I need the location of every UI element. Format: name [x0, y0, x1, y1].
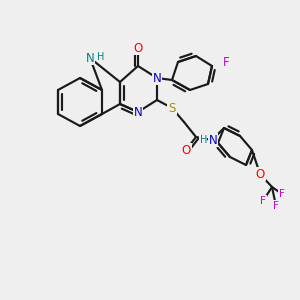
Text: F: F [279, 189, 285, 199]
Text: O: O [134, 41, 142, 55]
Text: H: H [200, 135, 207, 145]
Text: N: N [85, 52, 94, 64]
Text: O: O [255, 167, 265, 181]
Text: F: F [273, 201, 279, 211]
Text: N: N [134, 106, 142, 118]
Text: N: N [208, 134, 217, 146]
Text: F: F [223, 56, 229, 68]
Text: S: S [168, 101, 176, 115]
Text: N: N [153, 71, 161, 85]
Text: O: O [182, 143, 190, 157]
Text: H: H [97, 52, 104, 62]
Text: F: F [260, 196, 266, 206]
